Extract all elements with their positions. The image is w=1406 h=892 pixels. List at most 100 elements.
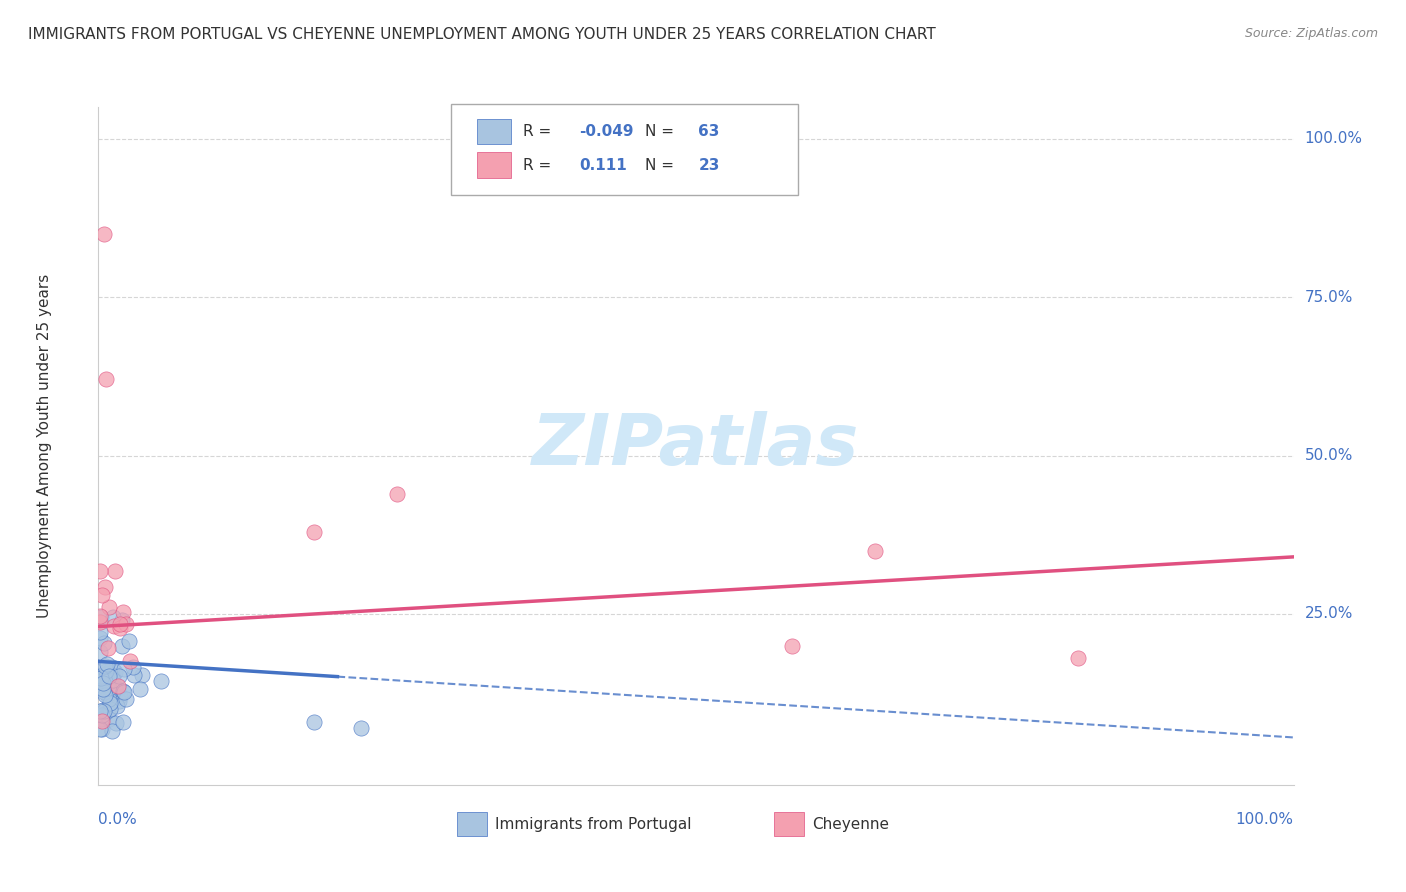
Point — [89, 615, 111, 629]
Point — [103, 610, 125, 624]
FancyBboxPatch shape — [477, 119, 510, 145]
Point — [97, 713, 120, 727]
Text: ZIPatlas: ZIPatlas — [533, 411, 859, 481]
Point — [93, 227, 115, 241]
Point — [97, 704, 120, 718]
Point — [105, 716, 128, 731]
FancyBboxPatch shape — [451, 103, 797, 195]
Point — [93, 635, 115, 649]
Point — [98, 681, 121, 696]
Point — [108, 694, 131, 708]
Point — [150, 673, 173, 688]
Point — [91, 588, 114, 602]
Point — [89, 679, 111, 693]
Text: Unemployment Among Youth under 25 years: Unemployment Among Youth under 25 years — [37, 274, 52, 618]
Point — [105, 699, 128, 714]
Point — [96, 665, 118, 680]
Point — [108, 689, 131, 703]
Point — [89, 722, 111, 736]
Point — [122, 667, 145, 681]
Point — [97, 641, 120, 656]
Point — [89, 631, 111, 645]
Text: Source: ZipAtlas.com: Source: ZipAtlas.com — [1244, 27, 1378, 40]
Point — [111, 684, 134, 698]
Text: 25.0%: 25.0% — [1305, 607, 1353, 622]
Point — [865, 543, 887, 558]
Text: 75.0%: 75.0% — [1305, 290, 1353, 304]
Point — [110, 621, 132, 635]
Point — [101, 667, 124, 681]
Point — [90, 722, 112, 736]
FancyBboxPatch shape — [457, 812, 486, 836]
Point — [111, 613, 134, 627]
Point — [108, 616, 131, 631]
Text: Immigrants from Portugal: Immigrants from Portugal — [495, 817, 692, 831]
Text: IMMIGRANTS FROM PORTUGAL VS CHEYENNE UNEMPLOYMENT AMONG YOUTH UNDER 25 YEARS COR: IMMIGRANTS FROM PORTUGAL VS CHEYENNE UNE… — [28, 27, 936, 42]
Point — [97, 600, 120, 615]
Text: 100.0%: 100.0% — [1236, 812, 1294, 827]
Point — [97, 692, 120, 706]
Point — [107, 679, 129, 693]
Text: -0.049: -0.049 — [579, 124, 633, 139]
Point — [111, 639, 134, 653]
Point — [131, 668, 153, 682]
FancyBboxPatch shape — [477, 153, 510, 178]
Point — [112, 715, 135, 730]
Point — [94, 664, 117, 678]
Text: R =: R = — [523, 158, 555, 173]
Point — [94, 580, 117, 594]
Text: R =: R = — [523, 124, 555, 139]
Text: 23: 23 — [699, 158, 720, 173]
Point — [112, 685, 135, 699]
Point — [103, 681, 125, 695]
Point — [107, 682, 129, 697]
Point — [302, 714, 325, 729]
Point — [112, 662, 135, 676]
Point — [1067, 651, 1090, 665]
Point — [107, 669, 129, 683]
Point — [302, 524, 325, 539]
Point — [93, 704, 115, 718]
Point — [114, 617, 136, 632]
Point — [90, 712, 112, 726]
Point — [98, 669, 121, 683]
Point — [90, 714, 112, 729]
Point — [94, 659, 117, 673]
Text: 0.0%: 0.0% — [98, 812, 138, 827]
Point — [118, 634, 141, 648]
Text: 0.111: 0.111 — [579, 158, 627, 173]
Point — [90, 671, 112, 685]
Point — [91, 707, 114, 722]
Point — [101, 723, 124, 738]
Point — [91, 676, 114, 690]
Point — [101, 693, 124, 707]
Point — [89, 564, 111, 578]
Point — [98, 702, 121, 716]
Point — [100, 660, 122, 674]
Point — [101, 673, 124, 687]
Text: 63: 63 — [699, 124, 720, 139]
Point — [90, 669, 112, 683]
Point — [89, 624, 111, 639]
Text: N =: N = — [644, 158, 679, 173]
Text: 50.0%: 50.0% — [1305, 448, 1353, 463]
Point — [103, 618, 125, 632]
Point — [90, 610, 112, 624]
Point — [96, 657, 118, 672]
Point — [93, 684, 115, 698]
Point — [121, 660, 143, 674]
Point — [780, 639, 803, 653]
Text: Cheyenne: Cheyenne — [811, 817, 889, 831]
Point — [111, 606, 134, 620]
Text: N =: N = — [644, 124, 679, 139]
Point — [93, 681, 115, 696]
Point — [385, 486, 409, 500]
Point — [350, 721, 373, 735]
Point — [104, 665, 127, 679]
Point — [89, 609, 111, 624]
Text: 100.0%: 100.0% — [1305, 131, 1362, 146]
Point — [89, 645, 111, 659]
Point — [128, 681, 150, 696]
Point — [98, 696, 121, 710]
Point — [94, 372, 117, 386]
